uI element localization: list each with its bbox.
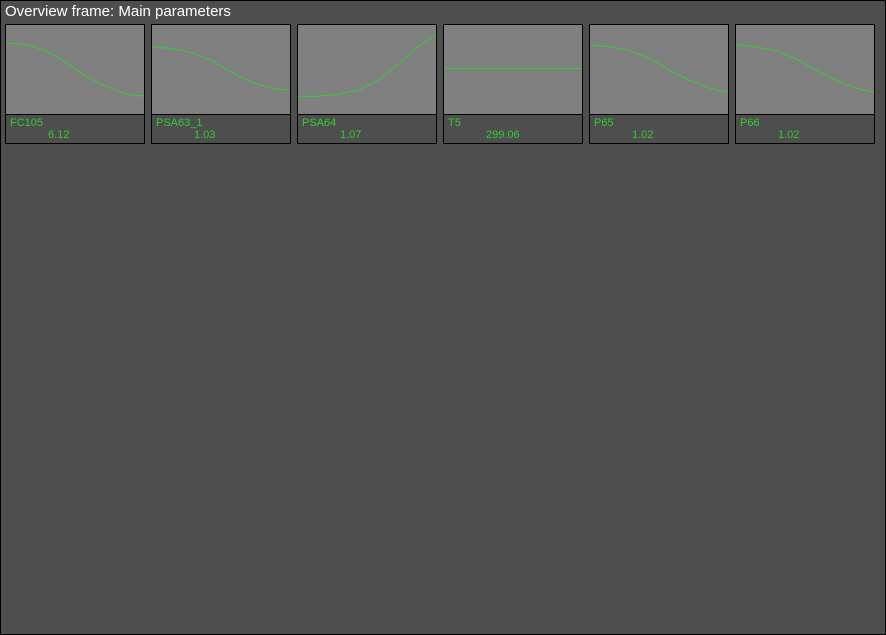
tile-label-row: FC1056.12: [6, 115, 144, 143]
parameter-tile[interactable]: T5299.06: [443, 24, 583, 144]
parameter-tile[interactable]: P661.02: [735, 24, 875, 144]
parameter-value: 1.02: [740, 129, 870, 141]
parameter-tile[interactable]: PSA641.07: [297, 24, 437, 144]
parameter-tag: FC105: [10, 117, 140, 129]
parameter-value: 1.02: [594, 129, 724, 141]
parameter-tile[interactable]: PSA63_11.03: [151, 24, 291, 144]
frame-title: Overview frame: Main parameters: [1, 1, 885, 24]
parameter-tag: P65: [594, 117, 724, 129]
tiles-container: FC1056.12 PSA63_11.03 PSA641.07 T5299.06 P65…: [1, 24, 885, 144]
parameter-value: 1.03: [156, 129, 286, 141]
tile-label-row: PSA63_11.03: [152, 115, 290, 143]
mini-trend-plot: [444, 25, 582, 115]
parameter-tile[interactable]: P651.02: [589, 24, 729, 144]
parameter-tile[interactable]: FC1056.12: [5, 24, 145, 144]
tile-label-row: T5299.06: [444, 115, 582, 143]
parameter-value: 1.07: [302, 129, 432, 141]
tile-label-row: P651.02: [590, 115, 728, 143]
overview-frame: Overview frame: Main parameters FC1056.1…: [0, 0, 886, 635]
mini-trend-plot: [298, 25, 436, 115]
parameter-value: 299.06: [448, 129, 578, 141]
tile-label-row: P661.02: [736, 115, 874, 143]
mini-trend-plot: [590, 25, 728, 115]
parameter-tag: P66: [740, 117, 870, 129]
mini-trend-plot: [736, 25, 874, 115]
mini-trend-plot: [152, 25, 290, 115]
mini-trend-plot: [6, 25, 144, 115]
parameter-tag: T5: [448, 117, 578, 129]
parameter-tag: PSA63_1: [156, 117, 286, 129]
parameter-tag: PSA64: [302, 117, 432, 129]
tile-label-row: PSA641.07: [298, 115, 436, 143]
parameter-value: 6.12: [10, 129, 140, 141]
